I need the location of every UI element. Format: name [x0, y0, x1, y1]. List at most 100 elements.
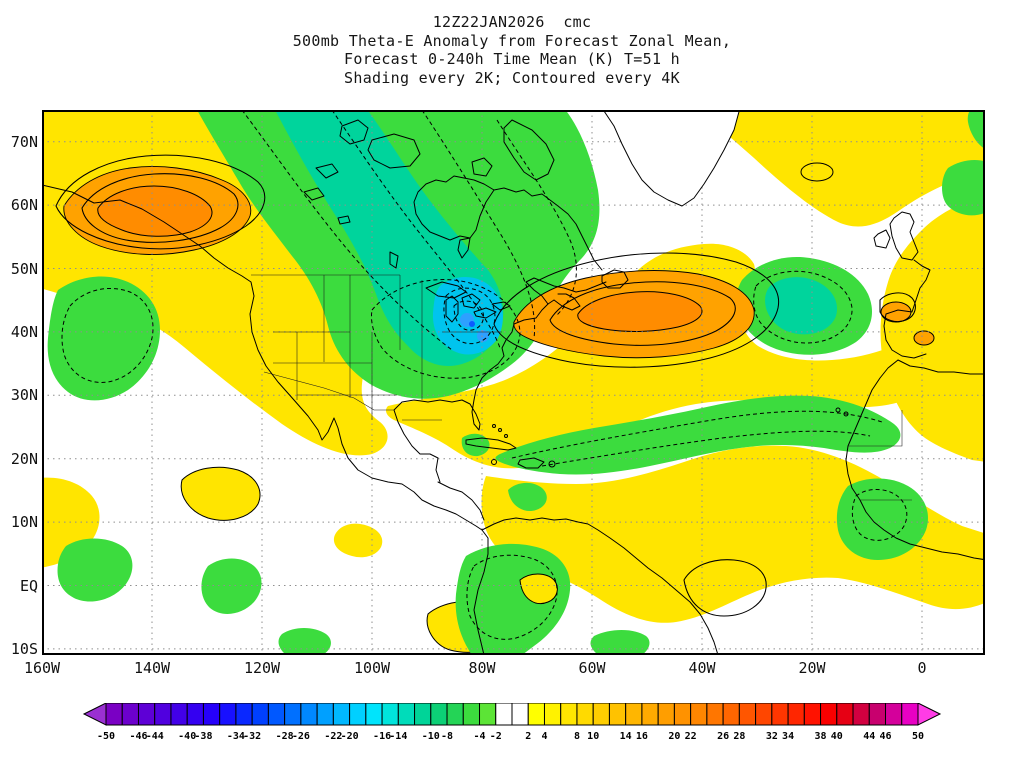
newfoundland — [601, 269, 629, 289]
cuba — [465, 437, 517, 451]
colorbar-arrow-left — [82, 702, 107, 726]
political-borders-part — [263, 371, 394, 411]
lake-michigan — [445, 295, 459, 323]
positive-contours — [55, 154, 916, 617]
negative-contours-part — [371, 279, 521, 379]
title-forecast-range: Forecast 0-240h Time Mean (K) T=51 h — [344, 50, 680, 68]
colorbar-tick-label: -32 — [243, 731, 261, 742]
colorbar-segment — [479, 702, 497, 726]
colorbar-segment — [235, 702, 253, 726]
colorbar-segment — [625, 702, 643, 726]
colorbar-segment — [657, 702, 675, 726]
lake-ontario — [491, 301, 511, 311]
james-bay — [457, 237, 471, 259]
negative-anomaly-ne-pacific — [47, 276, 161, 401]
colorbar-tick-label: -10 — [422, 731, 440, 742]
colorbar-segment — [738, 702, 757, 726]
canary-2 — [843, 411, 849, 417]
banks-island — [339, 119, 369, 145]
colorbar: -50 -46 -44 -40 -38 -34 -32 -28 -26 -22 -20 -16 -14-… — [82, 702, 942, 753]
map-plot — [40, 107, 988, 656]
x-axis-label-80W: 80W — [468, 659, 496, 677]
colorbar-tick-label: 22 — [685, 731, 697, 742]
colorbar-segment — [105, 702, 123, 726]
colorbar-segment — [137, 702, 156, 726]
canary-1 — [835, 407, 841, 413]
positive-anomaly-pacific-tiny — [333, 523, 383, 558]
y-axis-label-10S: 10S — [10, 639, 38, 658]
colorbar-segment — [495, 702, 513, 726]
x-axis-label-40W: 40W — [688, 659, 716, 677]
colorbar-segment — [365, 702, 383, 726]
negative-contours-part — [453, 300, 485, 331]
y-axis-label-50N: 50N — [10, 259, 38, 278]
colorbar-segment — [414, 702, 432, 726]
colorbar-tick-label: 4 — [541, 731, 547, 742]
greenland — [601, 107, 741, 207]
colorbar-segment — [852, 702, 870, 726]
southampton-island — [471, 157, 493, 177]
x-axis-label-160W: 160W — [23, 659, 61, 677]
colorbar-segment — [219, 702, 237, 726]
negative-anomaly-bottom-left-1 — [57, 538, 133, 602]
puerto-rico — [548, 460, 556, 468]
colorbar-tick-label: -14 — [389, 731, 407, 742]
colorbar-tick-label: -38 — [194, 731, 212, 742]
title-variable: 500mb Theta-E Anomaly from Forecast Zona… — [292, 31, 732, 50]
positive-anomaly-morocco — [913, 330, 935, 346]
colorbar-segment — [462, 702, 481, 726]
colorbar-segment — [560, 702, 578, 726]
colorbar-segment — [803, 702, 822, 726]
colorbar-segment — [202, 702, 221, 726]
colorbar-tick-label: 44 — [863, 731, 875, 742]
central-america-caribbean-coast — [437, 481, 485, 521]
bahamas-1 — [492, 424, 496, 428]
negative-contours-part — [61, 288, 154, 383]
ireland — [873, 229, 891, 249]
x-axis-label-20W: 20W — [798, 659, 826, 677]
colorbar-segment — [641, 702, 659, 726]
colorbar-tick-label: -26 — [292, 731, 310, 742]
colorbar-arrow-right — [917, 702, 942, 726]
y-axis-label-60N: 60N — [10, 196, 38, 215]
y-axis-label-10N: 10N — [10, 513, 38, 532]
colorbar-tick-label: -44 — [146, 731, 164, 742]
negative-contours-part — [421, 109, 536, 339]
negative-contours-part — [331, 109, 501, 349]
y-axis-label-30N: 30N — [10, 386, 38, 405]
y-axis-label-40N: 40N — [10, 322, 38, 341]
colorbar-segment — [820, 702, 838, 726]
colorbar-tick-label: 38 — [815, 731, 827, 742]
colorbar-segment — [543, 702, 562, 726]
victoria-island — [367, 133, 421, 169]
x-axis-label-140W: 140W — [133, 659, 171, 677]
colorbar-tick-label: 46 — [879, 731, 891, 742]
positive-contours-part — [549, 281, 736, 346]
colorbar-segment — [349, 702, 367, 726]
positive-contours-part — [493, 252, 780, 368]
colorbar-segment — [787, 702, 805, 726]
positive-anomaly-europe — [880, 196, 987, 462]
colorbar-segment — [381, 702, 399, 726]
y-axis-label-70N: 70N — [10, 132, 38, 151]
iceland — [800, 162, 834, 182]
colorbar-canvas: -50 -46-44 -40-38 -34-32 -28-26 -22-20 -16-14-… — [82, 702, 942, 742]
coastlines — [41, 107, 988, 656]
colorbar-segment — [300, 702, 318, 726]
map-canvas — [40, 107, 988, 656]
baffin-island — [503, 119, 555, 181]
colorbar-segment — [332, 702, 351, 726]
jamaica — [491, 459, 497, 465]
positive-anomaly-atlantic-core — [577, 291, 703, 332]
labrador-coast — [493, 187, 603, 271]
title-block: 12Z22JAN2026 cmc 500mb Theta-E Anomaly f… — [0, 13, 1024, 87]
colorbar-segment — [592, 702, 610, 726]
negative-contours-part — [511, 410, 883, 459]
colorbar-tick-label: 14 — [620, 731, 632, 742]
x-axis-label-120W: 120W — [243, 659, 281, 677]
colorbar-segment — [186, 702, 204, 726]
lake-winnipeg — [389, 251, 399, 269]
colorbar-tick-label: -8 — [441, 731, 453, 742]
colorbar-tick-label: -16 — [373, 731, 391, 742]
positive-anomaly-top-right — [698, 108, 987, 227]
